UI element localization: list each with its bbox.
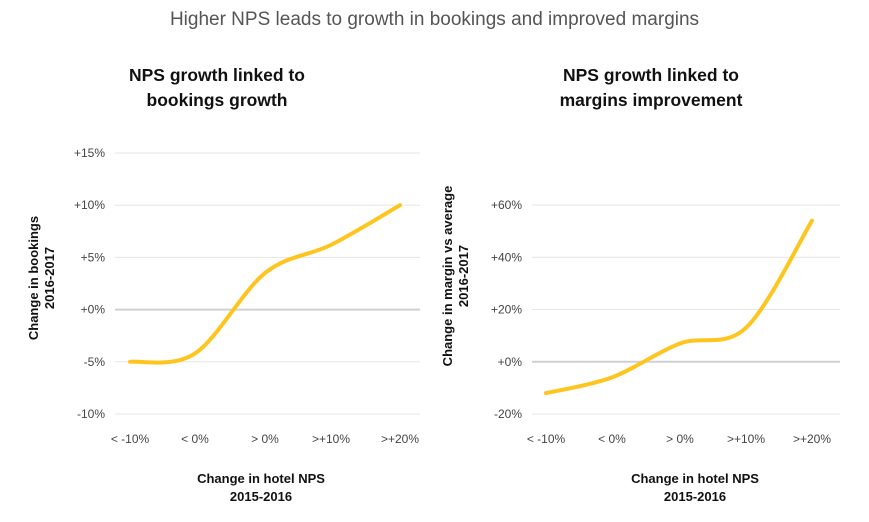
margins-chart-title-line-2: margins improvement — [559, 90, 743, 110]
bookings-x-tick-label: < -10% — [111, 432, 150, 446]
chart-main-title: Higher NPS leads to growth in bookings a… — [169, 9, 700, 30]
bookings-chart-plot: -10% -5% +0% +5% +10% +15% < -10% < 0% > 0% >+10%… — [74, 146, 420, 446]
margins-chart-x-axis-label: Change in hotel NPS 2015-2016 — [522, 470, 868, 506]
bookings-x-label-line-1: Change in hotel NPS — [197, 471, 325, 486]
bookings-chart-title-line-2: bookings growth — [146, 90, 288, 110]
margins-chart-panel: NPS growth linked to margins improvement… — [434, 0, 868, 522]
bookings-x-tick-label: >+10% — [312, 432, 350, 446]
bookings-y-tick-label: -10% — [77, 407, 105, 421]
bookings-y-tick-label: +5% — [81, 250, 106, 264]
margins-y-tick-label: +0% — [498, 355, 523, 369]
margins-x-tick-label: < 0% — [598, 432, 626, 446]
margins-y-tick-label: +60% — [491, 198, 522, 212]
margins-y-tick-label: -20% — [494, 407, 522, 421]
bookings-y-tick-label: +0% — [81, 303, 106, 317]
bookings-y-tick-label: +15% — [74, 146, 105, 160]
margins-y-tick-label: +40% — [491, 250, 522, 264]
margins-chart-plot: -20% +0% +20% +40% +60% < -10% < 0% > 0% >+10% >+… — [491, 198, 840, 446]
margins-y-tick-label: +20% — [491, 303, 522, 317]
bookings-chart-panel: NPS growth linked to bookings growth Cha… — [0, 0, 434, 522]
bookings-chart-title-line-1: NPS growth linked to — [129, 65, 305, 85]
bookings-x-label-line-2: 2015-2016 — [229, 489, 293, 504]
bookings-x-tick-label: < 0% — [181, 432, 209, 446]
margins-x-tick-label: >+10% — [727, 432, 765, 446]
margins-x-tick-label: < -10% — [527, 432, 566, 446]
margins-x-tick-label: > 0% — [666, 432, 694, 446]
bookings-x-tick-label: > 0% — [251, 432, 279, 446]
margins-x-label-line-1: Change in hotel NPS — [631, 471, 759, 486]
margins-chart-title-line-1: NPS growth linked to — [563, 65, 739, 85]
bookings-x-tick-label: >+20% — [381, 432, 419, 446]
margins-series-line — [544, 218, 814, 396]
bookings-y-tick-label: +10% — [74, 198, 105, 212]
bookings-chart-title: NPS growth linked to bookings growth — [0, 63, 434, 113]
bookings-series-line — [128, 203, 402, 365]
margins-x-label-line-2: 2015-2016 — [663, 489, 727, 504]
bookings-y-tick-label: -5% — [84, 355, 106, 369]
margins-chart-title: NPS growth linked to margins improvement — [434, 63, 868, 113]
margins-x-tick-label: >+20% — [793, 432, 831, 446]
bookings-chart-x-axis-label: Change in hotel NPS 2015-2016 — [88, 470, 434, 506]
